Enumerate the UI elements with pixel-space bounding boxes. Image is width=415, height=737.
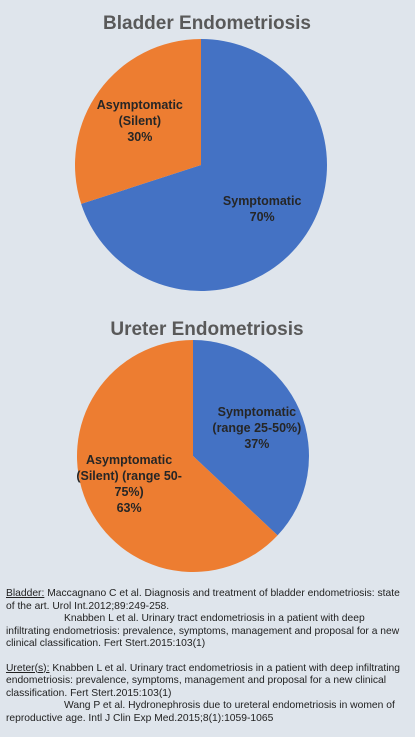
citation: Ureter(s): Knabben L et al. Urinary trac… [6,663,410,701]
slice-label: Asymptomatic (Silent) 30% [82,97,198,145]
citation: Bladder: Maccagnano C et al. Diagnosis a… [6,588,410,613]
slice-value: 37% [244,437,270,452]
slice-category: Symptomatic [222,194,302,209]
pie-slice [76,340,278,572]
slice-label: Symptomatic 70% [204,193,320,225]
slice-label: Asymptomatic (Silent) (range 50-75%) 63% [71,452,187,516]
slice-category: Symptomatic (range 25-50%) [212,405,302,436]
slice-value: 70% [249,210,275,225]
pie-slice [193,340,309,536]
citation: Knabben L et al. Urinary tract endometri… [6,613,410,651]
citation-text: Maccagnano C et al. Diagnosis and treatm… [6,588,400,612]
pie-slice [74,39,201,204]
chart-title: Ureter Endometriosis [110,319,303,340]
reference-label: Ureter(s): [6,662,50,674]
reference-group: Bladder: Maccagnano C et al. Diagnosis a… [6,588,410,651]
references: Bladder: Maccagnano C et al. Diagnosis a… [6,588,410,737]
slice-category: Asymptomatic (Silent) [96,97,183,128]
slice-value: 30% [127,129,153,144]
citation-text: Wang P et al. Hydronephrosis due to uret… [6,700,395,724]
chart-canvas: Bladder Endometriosis Ureter Endometriosi… [74,13,328,572]
charts: Bladder Endometriosis Ureter Endometriosi… [71,13,328,572]
reference-label: Bladder: [6,588,45,599]
slice-value: 63% [116,500,142,515]
reference-group: Ureter(s): Knabben L et al. Urinary trac… [6,663,410,726]
slice-label: Symptomatic (range 25-50%) 37% [199,404,315,452]
citation-text: Knabben L et al. Urinary tract endometri… [6,662,400,699]
citation-text: Knabben L et al. Urinary tract endometri… [6,613,400,649]
pie-slice [81,39,328,291]
slice-category: Asymptomatic (Silent) (range 50-75%) [76,452,182,499]
chart-title: Bladder Endometriosis [103,13,311,34]
citation: Wang P et al. Hydronephrosis due to uret… [6,700,410,725]
